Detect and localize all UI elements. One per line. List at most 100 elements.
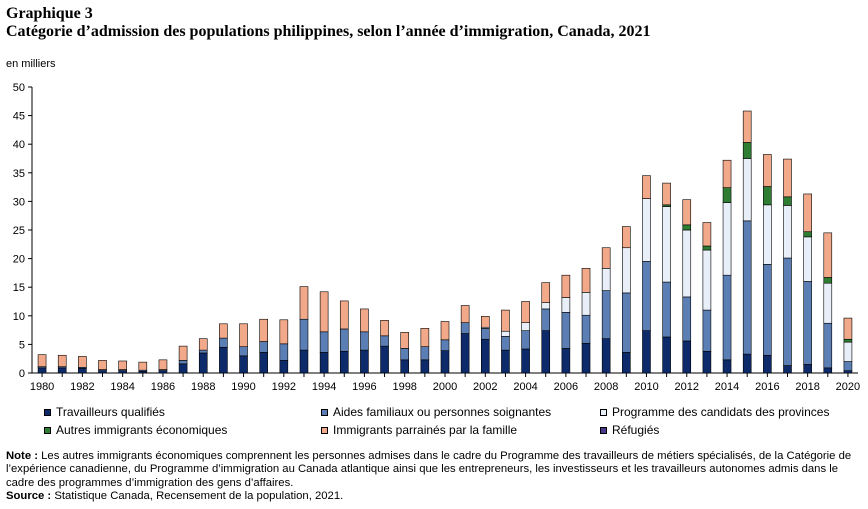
y-tick-label: 30 xyxy=(13,196,25,208)
bar-segment xyxy=(360,349,369,374)
bar-segment xyxy=(521,348,530,374)
bar-segment xyxy=(581,314,591,344)
bar-segment xyxy=(642,175,651,199)
legend-label: Travailleurs qualifiés xyxy=(56,405,165,419)
bar-segment xyxy=(763,264,772,356)
bar-segment xyxy=(198,338,208,351)
bar-segment xyxy=(339,300,349,330)
x-tick-label: 2006 xyxy=(554,381,578,393)
bar-segment xyxy=(501,349,510,374)
bar-segment xyxy=(440,339,450,351)
x-tick-label: 2018 xyxy=(795,381,819,393)
bar-segment xyxy=(480,316,490,328)
note-paragraph: Note : Les autres immigrants économiques… xyxy=(6,450,864,490)
bar-segment xyxy=(722,202,732,276)
bar-segment xyxy=(601,290,611,339)
bar-segment xyxy=(219,346,228,374)
bar-segment xyxy=(541,330,551,374)
bar-segment xyxy=(783,196,792,206)
bar-segment xyxy=(440,350,450,374)
bar-segment xyxy=(380,345,389,374)
bar-segment xyxy=(319,352,329,374)
bar-segment xyxy=(682,224,692,231)
bar-segment xyxy=(360,331,369,351)
x-tick-label: 1996 xyxy=(352,381,376,393)
bar-segment xyxy=(601,247,611,269)
notes: Note : Les autres immigrants économiques… xyxy=(6,450,864,504)
bar-segment xyxy=(501,336,510,351)
source-text: Statistique Canada, Recensement de la po… xyxy=(51,490,344,503)
bar-segment xyxy=(581,268,591,293)
x-tick-label: 2002 xyxy=(473,381,497,393)
bar-segment xyxy=(521,301,530,323)
bar-segment xyxy=(521,322,530,331)
bar-segment xyxy=(803,231,812,238)
bar-segment xyxy=(178,360,188,365)
bar-segment xyxy=(622,292,631,353)
legend-item: Programme des candidats des provinces xyxy=(600,405,829,419)
bar-segment xyxy=(339,350,349,374)
x-tick-label: 1986 xyxy=(151,381,175,393)
bar-segment xyxy=(662,281,671,338)
bar-segment xyxy=(158,359,168,370)
bar-segment xyxy=(279,360,289,374)
chart-title: Catégorie d’admission des populations ph… xyxy=(6,23,651,40)
bar-segment xyxy=(78,356,87,368)
bar-segment xyxy=(279,319,289,345)
bar-segment xyxy=(319,291,329,333)
bar-segment xyxy=(742,353,752,374)
bar-segment xyxy=(339,328,349,352)
bar-segment xyxy=(279,343,289,361)
y-tick-label: 50 xyxy=(13,82,25,94)
bar-segment xyxy=(541,302,551,310)
bar-segment xyxy=(742,158,752,222)
bar-segment xyxy=(843,370,853,374)
x-tick-label: 2010 xyxy=(634,381,658,393)
bar-segment xyxy=(783,257,792,366)
bar-segment xyxy=(420,328,430,347)
bar-segment xyxy=(803,236,812,282)
bar-segment xyxy=(561,348,571,374)
bar-segment xyxy=(299,318,309,351)
bar-segment xyxy=(823,367,833,374)
x-tick-label: 2020 xyxy=(836,381,860,393)
x-tick-label: 2014 xyxy=(715,381,739,393)
bar-segment xyxy=(642,261,651,331)
bar-segment xyxy=(622,226,631,249)
bar-segment xyxy=(763,204,772,265)
legend-item: Travailleurs qualifiés xyxy=(44,405,165,419)
bar-segment xyxy=(360,308,369,333)
legend-item: Autres immigrants économiques xyxy=(44,423,227,437)
bar-segment xyxy=(823,282,833,324)
bar-segment xyxy=(400,332,410,349)
bar-segment xyxy=(803,364,812,374)
source-label: Source : xyxy=(6,490,52,503)
bar-segment xyxy=(259,318,268,342)
bar-segment xyxy=(702,309,712,352)
bar-segment xyxy=(98,360,107,370)
bar-segment xyxy=(803,281,812,365)
legend-item: Immigrants parrainés par la famille xyxy=(321,423,517,437)
bar-segment xyxy=(622,352,631,374)
x-tick-label: 2016 xyxy=(755,381,779,393)
bar-segment xyxy=(742,110,752,143)
bar-segment xyxy=(642,198,651,262)
bar-segment xyxy=(763,354,772,374)
bar-segment xyxy=(682,296,692,342)
bar-segment xyxy=(682,340,692,374)
x-tick-label: 1988 xyxy=(191,381,215,393)
y-tick-label: 25 xyxy=(13,225,25,237)
bar-segment xyxy=(380,320,389,337)
bar-segment xyxy=(622,247,631,294)
bar-segment xyxy=(581,342,591,374)
bar-segment xyxy=(78,368,87,374)
bar-segment xyxy=(722,274,732,361)
y-tick-label: 5 xyxy=(19,339,25,351)
bar-segment xyxy=(783,205,792,259)
bar-segment xyxy=(239,346,248,357)
bar-segment xyxy=(662,182,671,206)
bar-segment xyxy=(501,309,510,332)
bar-segment xyxy=(521,330,530,350)
bar-segment xyxy=(843,317,853,340)
legend-swatch xyxy=(321,426,328,434)
